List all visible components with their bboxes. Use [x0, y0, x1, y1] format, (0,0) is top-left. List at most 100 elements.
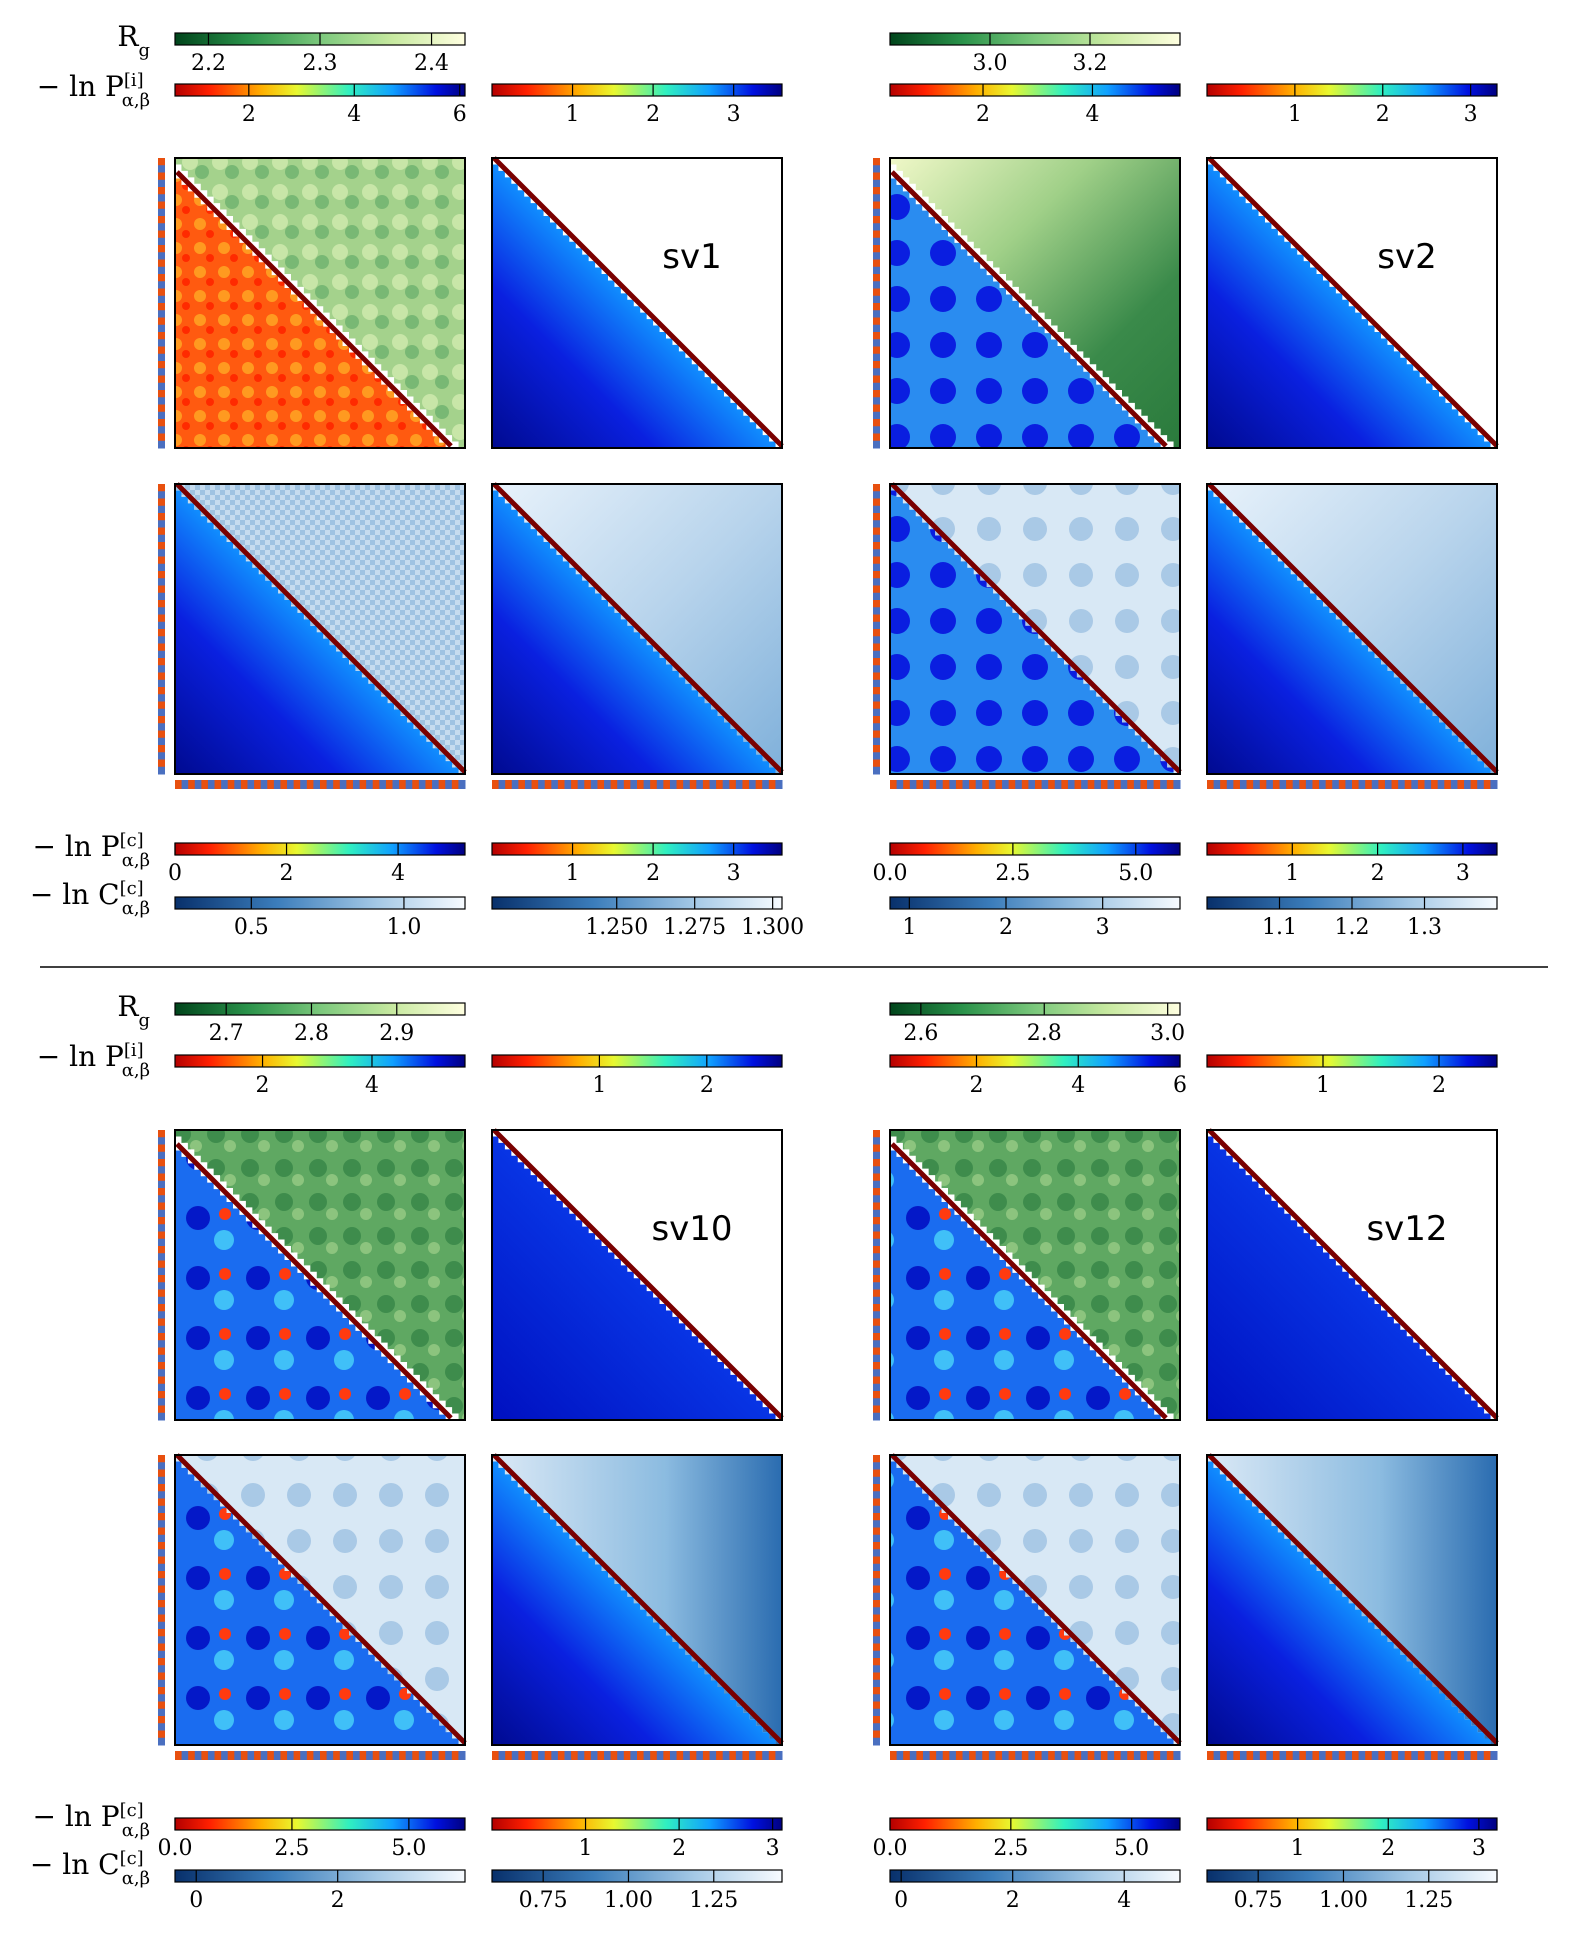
panel-sv12-strip-horizontal-left-segment — [1147, 1751, 1155, 1760]
panel-sv10-cb-rg-tick-label: 2.7 — [209, 1021, 244, 1046]
panel-sv2-strip-horizontal-left-segment — [1140, 780, 1148, 789]
panel-sv1-strip-horizontal-left-segment — [221, 780, 229, 789]
panel-sv12-strip-top-segment — [873, 1130, 880, 1138]
panel-sv12-strip-horizontal-right-segment — [1325, 1751, 1333, 1760]
panel-sv1-strip-horizontal-right-segment — [551, 780, 559, 789]
panel-sv12-strip-horizontal-left-segment — [1094, 1751, 1102, 1760]
panel-sv2-strip-top-segment — [873, 353, 880, 362]
panel-sv1-strip-top-segment — [158, 158, 165, 166]
panel-sv12-strip-horizontal-left-segment — [1008, 1751, 1016, 1760]
panel-sv12-strip-top-segment — [873, 1354, 880, 1363]
panel-sv2-strip-bottom-segment — [873, 621, 880, 630]
panel-sv10-c-left — [174, 1453, 467, 1746]
panel-sv10-strip-top-segment — [158, 1362, 165, 1370]
panel-sv2-strip-horizontal-right-segment — [1207, 780, 1215, 789]
panel-sv2-strip-top-segment — [873, 419, 880, 427]
panel-sv12-i-right — [1206, 1128, 1499, 1421]
panel-sv10-strip-horizontal-right-segment — [735, 1751, 743, 1760]
panel-sv2-strip-top-segment — [873, 375, 880, 384]
panel-sv12-cb-pi-left-tick-label: 6 — [1173, 1073, 1187, 1098]
panel-sv2-strip-horizontal-right-segment — [1444, 780, 1452, 789]
panel-sv2-strip-horizontal-right-segment — [1233, 780, 1241, 789]
panel-sv2-strip-top-segment — [873, 411, 880, 420]
panel-sv2-cb-pi-left-bar — [889, 83, 1181, 97]
panel-sv12-strip-horizontal-right-segment — [1246, 1751, 1254, 1760]
panel-sv2-strip-horizontal-right-segment — [1437, 780, 1445, 789]
panel-sv12-strip-bottom-segment — [873, 1723, 880, 1731]
panel-sv1-strip-horizontal-left-segment — [385, 780, 393, 789]
panel-sv1-strip-top-segment — [158, 281, 165, 289]
panel-sv2-strip-bottom-segment — [873, 542, 880, 550]
panel-sv10-cb-pc-right-bar — [491, 1817, 783, 1831]
panel-sv2-cb-cc-left-tick-label: 3 — [1096, 915, 1110, 940]
panel-sv2-strip-horizontal-left-segment — [1074, 780, 1082, 789]
panel-sv10-strip-horizontal-right-segment — [683, 1751, 691, 1760]
panel-sv10-strip-horizontal-left-segment — [451, 1751, 459, 1760]
panel-sv12-strip-horizontal-right-segment — [1332, 1751, 1340, 1760]
panel-sv12-strip-top-segment — [873, 1391, 880, 1399]
panel-sv2-cb-cc-left-tick-label: 2 — [999, 915, 1013, 940]
panel-sv12-strip-horizontal-right-segment — [1431, 1751, 1439, 1760]
panel-sv10-strip-horizontal-right-segment — [505, 1751, 513, 1760]
panel-sv10-strip-horizontal-left-segment — [445, 1751, 453, 1760]
panel-sv1-strip-horizontal-left-segment — [445, 780, 453, 789]
panel-sv2-strip-top-segment — [873, 332, 880, 340]
panel-sv10-title: sv10 — [651, 1209, 732, 1249]
panel-sv2-strip-top-segment — [873, 266, 880, 275]
panel-sv1-cb-rg-tick-label: 2.3 — [303, 51, 338, 76]
panel-sv2-i-right-lower-triangle — [1207, 158, 1497, 448]
panel-sv12-cb-cc-right-tick-label: 1.00 — [1319, 1888, 1368, 1913]
panel-sv10-strip-horizontal-right-segment — [755, 1751, 763, 1760]
panel-sv10-strip-horizontal-left-segment — [366, 1751, 374, 1760]
panel-sv10-strip-top-segment — [158, 1253, 165, 1261]
panel-sv10-strip-horizontal-right-segment — [775, 1751, 783, 1760]
panel-sv1-strip-top-segment — [158, 440, 165, 449]
panel-sv2-strip-bottom-segment — [873, 737, 880, 746]
panel-sv1-strip-top-segment — [158, 404, 165, 413]
panel-sv12-strip-bottom-segment — [873, 1462, 880, 1470]
panel-sv10-strip-horizontal-right-segment — [676, 1751, 684, 1760]
panel-sv2-i-left-upper-triangle — [890, 158, 1180, 448]
panel-sv10-c-right — [491, 1453, 784, 1746]
panel-sv12-strip-bottom-segment — [873, 1563, 880, 1572]
panel-sv10-strip-top-segment — [158, 1202, 165, 1211]
panel-sv1-strip-horizontal-left-segment — [366, 780, 374, 789]
panel-sv10-cb-pc-right-tick-label: 2 — [672, 1836, 686, 1861]
panel-sv10-strip-bottom-segment — [158, 1687, 165, 1695]
panel-sv1-cb-pc-left-tick-label: 0 — [168, 861, 182, 886]
panel-sv1-strip-horizontal-left-segment — [313, 780, 321, 789]
panel-sv2-c-right — [1206, 482, 1499, 775]
panel-sv12-strip-bottom-segment — [873, 1571, 880, 1579]
panel-sv1-strip-horizontal-right-segment — [505, 780, 513, 789]
panel-sv10-strip-top-segment — [158, 1275, 165, 1283]
panel-sv12-strip-top-segment — [873, 1383, 880, 1392]
panel-sv12-strip-bottom-segment — [873, 1527, 880, 1536]
panel-sv12-strip-horizontal-right-segment — [1358, 1751, 1366, 1760]
panel-sv10-cb-pc-left-tick-label: 5.0 — [391, 1836, 426, 1861]
panel-sv10-strip-bottom-segment — [158, 1672, 165, 1681]
panel-sv10-c-right-diagonal — [492, 1453, 784, 1745]
panel-sv1-strip-horizontal-left-segment — [352, 780, 361, 789]
panel-sv12-strip-bottom-segment — [873, 1592, 880, 1601]
panel-sv10-strip-horizontal-left-segment — [254, 1751, 262, 1760]
panel-sv10-strip-horizontal-right-segment — [716, 1751, 724, 1760]
panel-sv12-cb-pc-left-bar — [889, 1817, 1181, 1831]
panel-sv1-i-left-frame — [174, 157, 466, 449]
panel-sv10-c-left-frame — [174, 1454, 466, 1746]
panel-sv2-strip-top-segment — [873, 368, 880, 376]
panel-sv2-strip-horizontal-left-segment — [936, 780, 944, 789]
panel-sv2-cb-rg-tick-label: 3.2 — [1073, 51, 1108, 76]
panel-sv2-strip-horizontal-right-segment — [1292, 780, 1300, 789]
panel-sv2-strip-horizontal-right-segment — [1378, 780, 1386, 789]
panel-sv12-strip-top-segment — [873, 1231, 880, 1240]
panel-sv12-strip-top-segment — [873, 1304, 880, 1312]
panel-sv2-strip-horizontal-left-segment — [1127, 780, 1135, 789]
panel-sv10-strip-top — [158, 1130, 165, 1421]
panel-sv12-strip-horizontal-left-segment — [1166, 1751, 1174, 1760]
panel-sv1-strip-bottom-segment — [158, 665, 165, 673]
panel-sv10-strip-horizontal-left-segment — [432, 1751, 440, 1760]
panel-sv12-strip-bottom-segment — [873, 1672, 880, 1681]
row-label-pi: − ln P[i] α,β — [37, 70, 150, 112]
panel-sv12-strip-horizontal-right-segment — [1371, 1751, 1379, 1760]
panel-sv12-strip-horizontal-left-segment — [1127, 1751, 1135, 1760]
